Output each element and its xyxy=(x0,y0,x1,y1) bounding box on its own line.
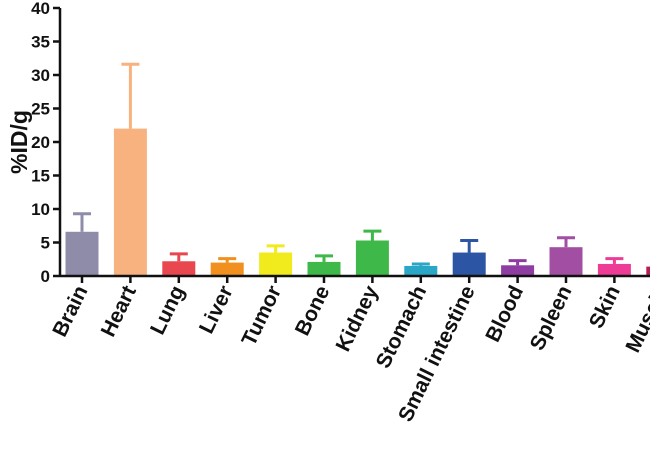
y-tick-label: 20 xyxy=(31,133,50,152)
y-tick-label: 35 xyxy=(31,33,50,52)
bar-muscle xyxy=(646,266,650,276)
bar-tumor xyxy=(259,252,293,276)
x-tick-label-spleen: Spleen xyxy=(526,282,577,354)
x-tick-label-tumor: Tumor xyxy=(237,282,286,349)
y-tick-label: 30 xyxy=(31,66,50,85)
y-tick-label: 25 xyxy=(31,100,50,119)
bars xyxy=(65,62,650,276)
bar-small-intestine xyxy=(452,252,486,276)
x-tick-label-bone: Bone xyxy=(291,282,335,339)
bar-heart xyxy=(113,128,147,276)
bar-blood xyxy=(501,265,535,276)
x-tick-label-liver: Liver xyxy=(195,282,238,337)
x-tick-label-skin: Skin xyxy=(585,282,625,332)
y-tick-label: 40 xyxy=(31,0,50,18)
x-tick-label-heart: Heart xyxy=(97,282,141,340)
y-axis-title: %ID/g xyxy=(6,110,32,174)
bar-liver xyxy=(210,262,244,276)
y-axis: 0 5 10 15 20 25 30 35 40 xyxy=(31,0,62,286)
y-tick-label: 0 xyxy=(41,267,50,286)
x-tick-label-muscle: Muscle xyxy=(621,282,650,356)
x-tick-label-kidney: Kidney xyxy=(332,282,384,355)
y-tick-label: 5 xyxy=(41,234,50,253)
bar-skin xyxy=(597,263,631,276)
bar-bone xyxy=(307,261,341,276)
bar-stomach xyxy=(404,265,438,276)
y-tick-label: 15 xyxy=(31,167,50,186)
x-tick-label-lung: Lung xyxy=(146,282,189,338)
bar-spleen xyxy=(549,247,583,276)
y-tick-label: 10 xyxy=(31,200,50,219)
x-axis: Brain Heart Lung Liver Tumor BoneKidneyStomac… xyxy=(48,274,650,425)
bar-lung xyxy=(162,261,196,276)
bar-brain xyxy=(65,231,99,276)
bar-kidney xyxy=(355,240,389,276)
x-tick-label-brain: Brain xyxy=(48,282,92,340)
x-tick-label-blood: Blood xyxy=(481,282,528,346)
